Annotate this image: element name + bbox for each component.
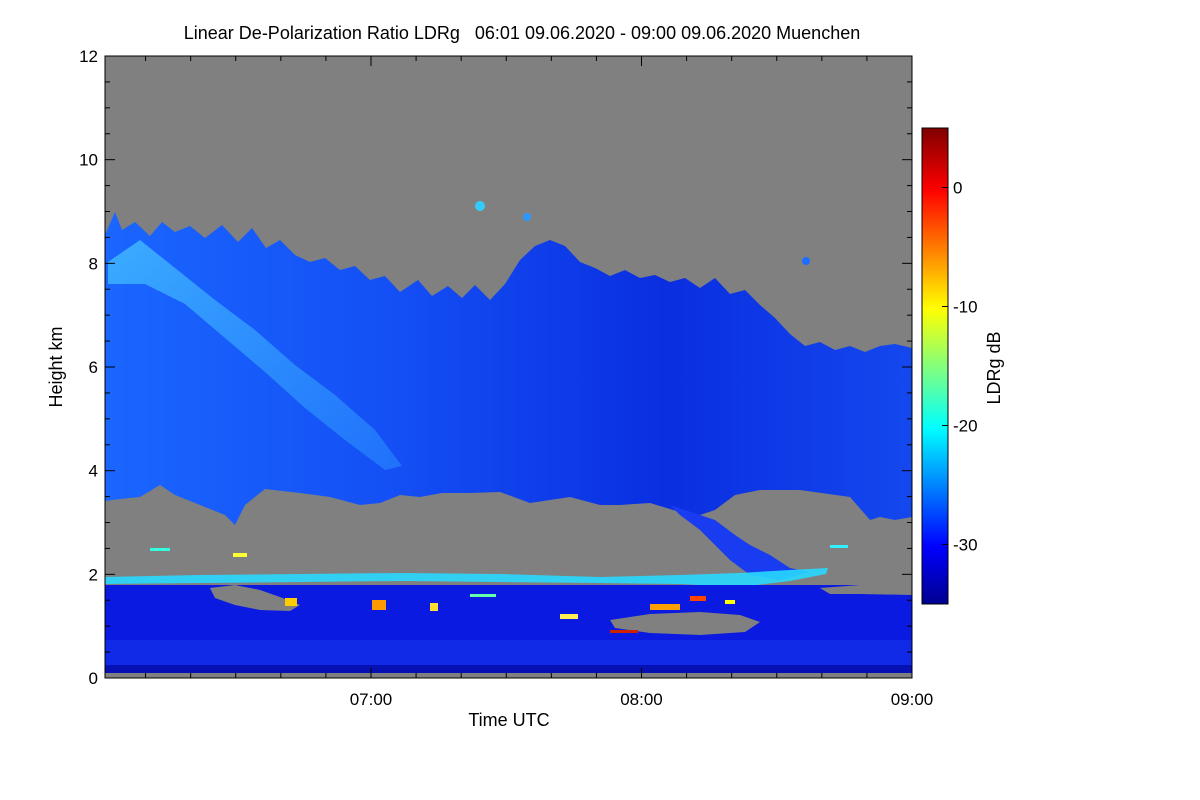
surface-dark-band [105,665,912,673]
isolated-echo [475,201,485,211]
y-tick-label: 10 [79,151,98,170]
y-axis-label: Height km [46,326,66,407]
x-tick-label: 08:00 [620,690,663,709]
isolated-echo [802,257,810,265]
thin-liquid-layer [105,568,828,587]
y-tick-label: 4 [89,462,98,481]
isolated-echo [523,213,531,221]
y-tick-label: 0 [89,669,98,688]
plot-area [105,56,912,678]
aerosol-speckles [150,545,848,633]
x-tick-label: 09:00 [891,690,934,709]
axis-ticks: 07:00 08:00 09:00 0 2 4 6 8 10 12 [79,47,933,709]
colorbar-label: LDRg dB [984,331,1004,404]
x-tick-label: 07:00 [350,690,393,709]
colorbar-tick-label: -20 [953,417,978,436]
y-tick-label: 6 [89,358,98,377]
cirrus-layer [105,212,912,525]
colorbar [921,127,949,605]
colorbar-tick-label: -10 [953,298,978,317]
x-axis-label: Time UTC [468,710,549,730]
colorbar-tick-label: -30 [953,536,978,555]
chart-title: Linear De-Polarization Ratio LDRg 06:01 … [184,23,860,43]
y-tick-label: 12 [79,47,98,66]
boundary-gap-gray [210,585,912,635]
y-tick-label: 2 [89,565,98,584]
colorbar-ticks: 0 -10 -20 -30 [942,179,978,555]
lower-cirrus-extension [670,505,810,580]
y-tick-label: 8 [89,254,98,273]
colorbar-tick-label: 0 [953,179,962,198]
fall-streak [108,240,402,470]
